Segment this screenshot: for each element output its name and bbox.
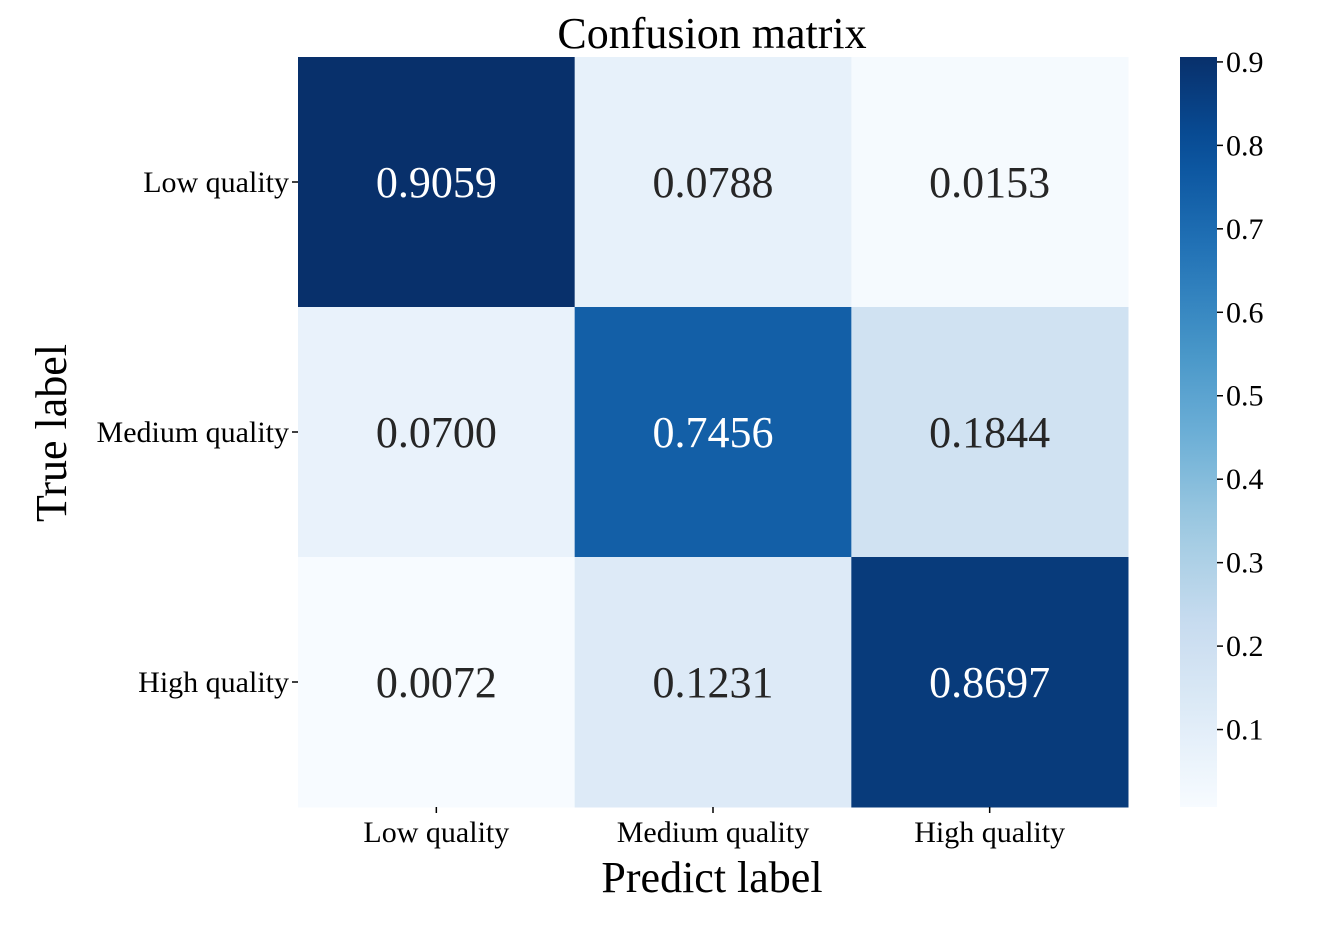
cell-value-label: 0.8697 xyxy=(929,658,1050,707)
x-tick-label: Medium quality xyxy=(617,816,809,849)
heatmap-cell xyxy=(298,57,576,308)
y-tick-label: Low quality xyxy=(143,166,289,199)
y-axis: Low quality Medium quality High quality xyxy=(97,166,298,699)
heatmap-cell xyxy=(851,557,1129,808)
y-tick-label: High quality xyxy=(138,666,289,699)
heatmap-cell xyxy=(574,557,852,808)
heatmap-cell xyxy=(298,307,576,558)
x-tick-label: High quality xyxy=(914,816,1065,849)
colorbar-tick-label: 0.8 xyxy=(1226,129,1264,162)
colorbar-tick-label: 0.3 xyxy=(1226,547,1264,580)
cell-value-label: 0.0153 xyxy=(929,158,1050,207)
cell-value-label: 0.0788 xyxy=(653,158,774,207)
colorbar xyxy=(1180,57,1217,807)
cell-value-label: 0.9059 xyxy=(376,158,497,207)
heatmap-cells xyxy=(298,57,1129,808)
x-axis: Low quality Medium quality High quality xyxy=(363,807,1065,849)
heatmap-cell xyxy=(851,57,1129,308)
colorbar-tick-label: 0.5 xyxy=(1226,380,1264,413)
x-tick-label: Low quality xyxy=(363,816,509,849)
colorbar-tick-label: 0.2 xyxy=(1226,630,1264,663)
heatmap-cell xyxy=(298,557,576,808)
heatmap-cell xyxy=(574,307,852,558)
cell-value-label: 0.0072 xyxy=(376,658,497,707)
chart-title: Confusion matrix xyxy=(557,9,866,58)
colorbar-tick-label: 0.9 xyxy=(1226,46,1264,79)
heatmap-cell xyxy=(851,307,1129,558)
cell-value-label: 0.0700 xyxy=(376,408,497,457)
colorbar-ticks: 0.1 0.2 0.3 0.4 0.5 0.6 0.7 0.8 0.9 xyxy=(1217,46,1264,747)
heatmap-cell xyxy=(574,57,852,308)
colorbar-tick-label: 0.6 xyxy=(1226,296,1264,329)
cell-value-label: 0.1844 xyxy=(929,408,1050,457)
y-tick-label: Medium quality xyxy=(97,416,289,449)
y-axis-label: True label xyxy=(27,344,76,522)
colorbar-tick-label: 0.4 xyxy=(1226,463,1264,496)
x-axis-label: Predict label xyxy=(601,853,822,902)
cell-value-label: 0.7456 xyxy=(653,408,774,457)
cell-value-labels: 0.9059 0.0788 0.0153 0.0700 0.7456 0.1844 0.00… xyxy=(376,158,1050,707)
colorbar-tick-label: 0.1 xyxy=(1226,714,1264,747)
colorbar-tick-label: 0.7 xyxy=(1226,213,1264,246)
cell-value-label: 0.1231 xyxy=(653,658,774,707)
